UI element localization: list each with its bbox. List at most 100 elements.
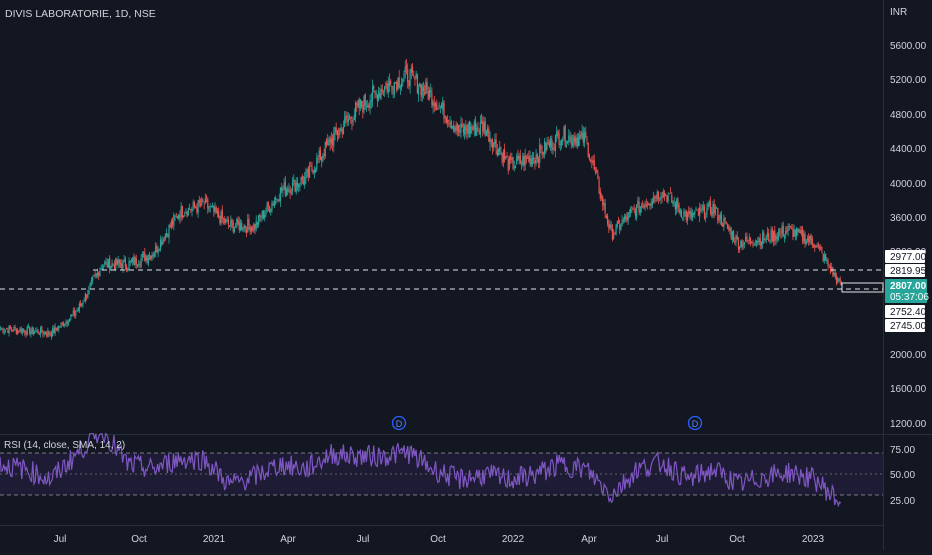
dividend-marker-2[interactable]: D — [687, 415, 703, 431]
candle-body — [414, 76, 416, 80]
candle-body — [468, 122, 471, 134]
candle-body — [560, 141, 563, 146]
candle-body — [490, 139, 492, 142]
candle-body — [128, 261, 130, 270]
candlestick-series[interactable] — [0, 58, 842, 340]
candle-body — [694, 211, 696, 215]
candle-body — [106, 262, 108, 268]
candle-body — [765, 235, 767, 240]
candle-body — [832, 268, 834, 276]
time-tick: 2022 — [502, 534, 525, 545]
candle-body — [350, 116, 352, 119]
candle-body — [638, 201, 640, 213]
rsi-axis[interactable]: 75.00 50.00 25.00 — [890, 445, 915, 507]
candle-body — [328, 139, 330, 142]
candle-body — [505, 156, 507, 159]
candle-body — [818, 247, 821, 249]
candle-body — [753, 245, 755, 246]
candle-body — [823, 254, 826, 261]
candle-body — [105, 261, 107, 263]
dividend-marker-1[interactable]: D — [391, 415, 407, 431]
candle-body — [66, 321, 68, 324]
candle-body — [220, 211, 222, 224]
time-axis[interactable]: Jul Oct 2021 Apr Jul Oct 2022 Apr Jul Oc… — [54, 534, 825, 545]
candle-body — [674, 203, 677, 210]
candle-body — [56, 328, 59, 331]
candle-body — [33, 332, 36, 334]
candle-body — [258, 215, 260, 225]
candle-body — [512, 157, 514, 169]
candle-body — [502, 151, 504, 162]
candle-body — [564, 125, 566, 145]
candle-body — [407, 69, 409, 82]
price-zone-box[interactable] — [841, 282, 884, 293]
candle-body — [730, 227, 732, 239]
candle-body — [534, 159, 536, 164]
candle-body — [644, 204, 646, 208]
candle-body — [562, 139, 564, 143]
candle-body — [254, 224, 256, 230]
price-tick: 4800.00 — [890, 110, 927, 121]
price-labels[interactable]: 2977.00 2819.95 2807.00 05:37:06 2752.40… — [885, 250, 929, 332]
candle-body — [377, 91, 380, 100]
candle-body — [282, 189, 284, 192]
candle-body — [550, 137, 552, 147]
candle-body — [196, 207, 198, 213]
price-tick: 1200.00 — [890, 419, 927, 430]
last-price-badge — [885, 279, 927, 303]
candle-body — [78, 303, 80, 311]
candle-body — [201, 199, 203, 205]
candle-body — [640, 205, 643, 208]
symbol-title[interactable]: DIVIS LABORATORIE, 1D, NSE — [5, 8, 156, 20]
candle-body — [454, 127, 456, 131]
candle-body — [786, 230, 788, 232]
candle-body — [392, 92, 394, 94]
candle-body — [300, 177, 302, 185]
candle-body — [36, 330, 38, 331]
candle-body — [673, 201, 675, 204]
candle-body — [388, 81, 391, 86]
candle-body — [604, 203, 606, 214]
candle-body — [667, 195, 669, 202]
candle-body — [53, 328, 55, 334]
candle-body — [27, 326, 30, 328]
candle-body — [361, 101, 363, 107]
candle-body — [155, 245, 157, 253]
candle-body — [72, 310, 74, 314]
candle-body — [405, 65, 408, 69]
candle-body — [118, 259, 120, 264]
candle-body — [307, 167, 309, 177]
candle-body — [52, 328, 54, 337]
candle-body — [793, 229, 795, 237]
candle-body — [112, 264, 114, 266]
candle-body — [420, 84, 422, 96]
candle-body — [186, 211, 188, 217]
candle-body — [797, 229, 799, 233]
candle-body — [275, 197, 277, 200]
candle-body — [695, 208, 697, 211]
candle-body — [132, 257, 134, 262]
candle-body — [798, 228, 800, 232]
candle-body — [743, 242, 746, 245]
rsi-legend[interactable]: RSI (14, close, SMA, 14, 2) — [4, 440, 125, 451]
candle-body — [613, 234, 615, 239]
candle-body — [424, 92, 426, 94]
candle-body — [427, 91, 429, 100]
candle-body — [107, 258, 110, 268]
candle-body — [748, 237, 750, 241]
dividend-marker-circle — [687, 415, 703, 431]
candle-body — [789, 226, 792, 228]
rsi-series[interactable] — [0, 432, 842, 508]
candle-body — [394, 82, 397, 83]
candle-body — [723, 218, 725, 228]
candle-body — [81, 303, 83, 306]
candle-body — [102, 265, 105, 267]
candle-body — [284, 181, 286, 195]
candle-body — [703, 206, 706, 219]
candle-body — [581, 131, 583, 138]
candle-body — [724, 217, 726, 221]
candle-body — [602, 196, 604, 206]
candle-body — [822, 253, 824, 262]
candle-body — [232, 222, 234, 232]
